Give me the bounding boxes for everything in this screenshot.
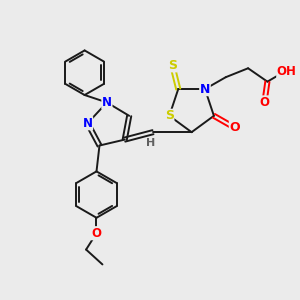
Text: N: N bbox=[102, 96, 112, 109]
Text: N: N bbox=[200, 82, 210, 96]
Text: S: S bbox=[165, 109, 174, 122]
Text: O: O bbox=[230, 121, 240, 134]
Text: S: S bbox=[168, 59, 177, 72]
Text: O: O bbox=[260, 96, 269, 109]
Text: O: O bbox=[92, 227, 101, 240]
Text: OH: OH bbox=[277, 65, 297, 78]
Text: H: H bbox=[146, 139, 155, 148]
Text: N: N bbox=[82, 117, 93, 130]
